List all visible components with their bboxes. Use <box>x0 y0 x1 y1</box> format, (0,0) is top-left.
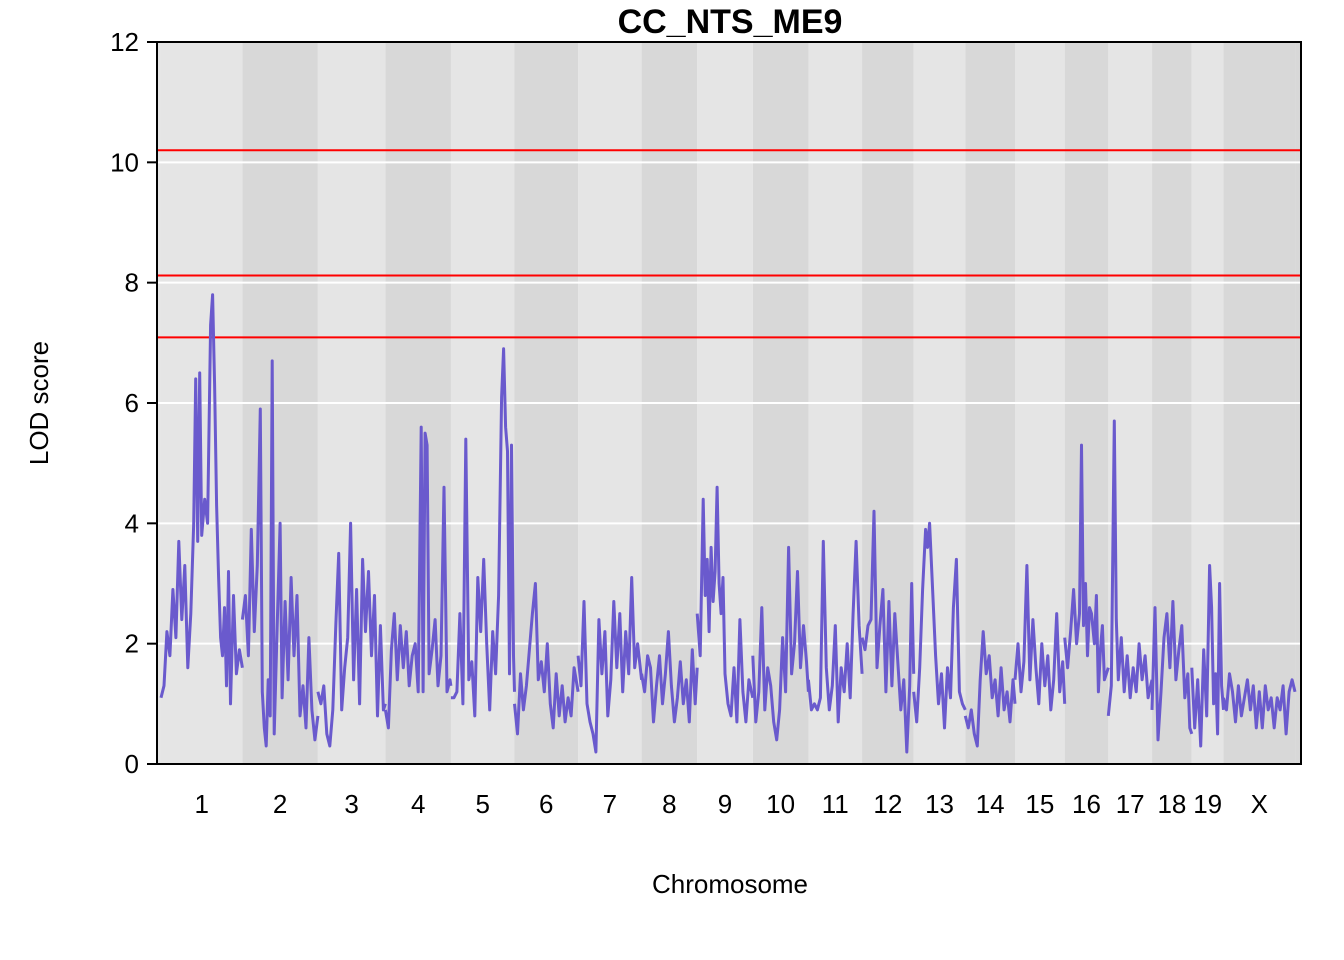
x-tick-label: 19 <box>1193 789 1222 819</box>
x-tick-label: 5 <box>475 789 489 819</box>
x-tick-label: 14 <box>976 789 1005 819</box>
lod-line-chr-7 <box>576 576 644 754</box>
lod-line-chr-10 <box>751 545 810 742</box>
lod-line-chr-12 <box>860 509 916 754</box>
lod-line-chr-13 <box>912 521 967 730</box>
y-tick-label: 12 <box>110 27 139 57</box>
x-tick-label: 13 <box>925 789 954 819</box>
lod-line-chr-X <box>1222 672 1297 736</box>
lod-line-chr-18 <box>1150 600 1194 742</box>
y-gridlines <box>157 161 1301 645</box>
x-tick-label: 9 <box>718 789 732 819</box>
x-tick-label: 11 <box>822 789 849 819</box>
x-tick-label: 1 <box>194 789 208 819</box>
y-tick-label: 2 <box>125 629 139 659</box>
lod-line-chr-1 <box>159 293 244 706</box>
y-tick-label: 8 <box>125 268 139 298</box>
lod-line-chr-15 <box>1013 564 1067 712</box>
lod-line-chr-9 <box>695 485 755 724</box>
x-tick-label: 10 <box>766 789 795 819</box>
x-tick-label: 12 <box>873 789 902 819</box>
x-tick-label: 6 <box>539 789 553 819</box>
x-tick-label: 2 <box>273 789 287 819</box>
y-tick-label: 10 <box>110 147 139 177</box>
x-tick-label: 3 <box>344 789 358 819</box>
y-tick-label: 4 <box>125 508 139 538</box>
y-tick-label: 6 <box>125 388 139 418</box>
lod-line-chr-19 <box>1190 564 1225 748</box>
lod-line-chr-8 <box>640 630 699 724</box>
lod-line-chr-11 <box>806 539 864 724</box>
x-tick-label: 18 <box>1157 789 1186 819</box>
x-tick-label: 7 <box>603 789 617 819</box>
x-tick-label: X <box>1251 789 1268 819</box>
lod-series <box>159 293 1297 754</box>
x-tick-label: 17 <box>1116 789 1145 819</box>
x-tick-label: 8 <box>662 789 676 819</box>
x-tick-label: 16 <box>1072 789 1101 819</box>
y-axis-title: LOD score <box>24 341 54 465</box>
threshold-lines <box>157 149 1301 339</box>
lod-line-chr-16 <box>1063 443 1110 694</box>
lod-line-chr-4 <box>383 425 453 730</box>
x-tick-label: 4 <box>411 789 425 819</box>
lod-line-chr-6 <box>513 582 580 736</box>
x-axis-title: Chromosome <box>652 869 808 899</box>
lod-line-chr-3 <box>316 521 387 748</box>
lod-line-chr-5 <box>450 347 516 718</box>
lod-line-chr-14 <box>963 630 1017 748</box>
lod-line-chr-17 <box>1106 419 1154 717</box>
y-tick-label: 0 <box>125 749 139 779</box>
lod-line-chr-2 <box>240 359 320 748</box>
x-axis-labels: 1 2 3 4 5 6 7 8 9 10 11 12 13 14 15 16 17 18 19 X <box>194 789 1268 819</box>
chart-title: CC_NTS_ME9 <box>618 3 843 41</box>
x-tick-label: 15 <box>1025 789 1054 819</box>
y-axis: 0 2 4 6 8 10 12 <box>110 27 157 779</box>
